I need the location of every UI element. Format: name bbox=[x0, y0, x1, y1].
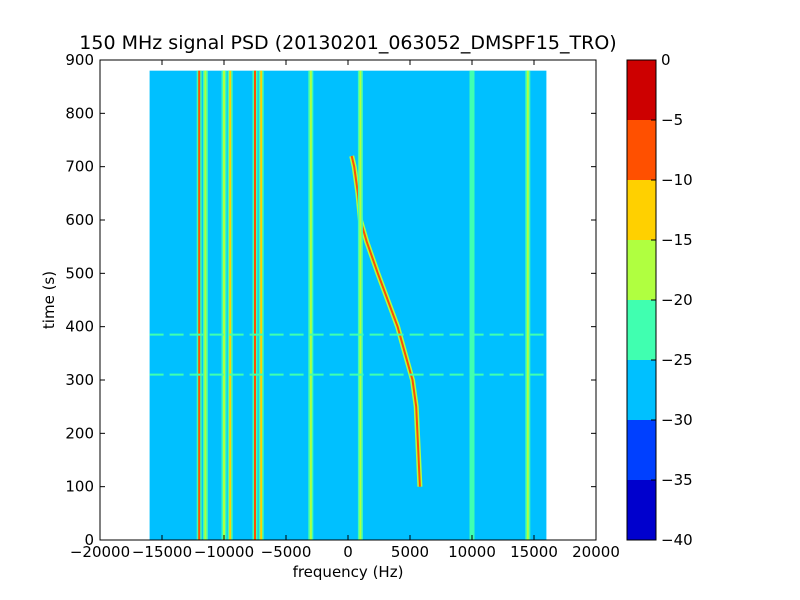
y-tick-label: 0 bbox=[84, 531, 94, 549]
colorbar-tick-label: −15 bbox=[661, 231, 693, 249]
colorbar-band bbox=[627, 240, 656, 300]
colorbar-band bbox=[627, 480, 656, 540]
x-tick-label: 20000 bbox=[572, 543, 620, 561]
x-axis-label: frequency (Hz) bbox=[293, 563, 404, 581]
x-tick-label: −15000 bbox=[132, 543, 192, 561]
x-tick-label: −20000 bbox=[70, 543, 130, 561]
colorbar-band bbox=[627, 120, 656, 180]
y-tick-label: 100 bbox=[65, 478, 94, 496]
y-tick-label: 800 bbox=[65, 104, 94, 122]
colorbar-tick-label: −10 bbox=[661, 171, 693, 189]
x-axis-ticks: −20000 −15000 −10000 −5000 0 5000 10000 15000 20… bbox=[70, 60, 620, 561]
colorbar-tick-label: −30 bbox=[661, 411, 693, 429]
colorbar-band bbox=[627, 60, 656, 120]
x-tick-label: −5000 bbox=[261, 543, 312, 561]
y-tick-label: 400 bbox=[65, 318, 94, 336]
colorbar-tick-label: 0 bbox=[661, 51, 671, 69]
chart-title: 150 MHz signal PSD (20130201_063052_DMSP… bbox=[79, 32, 616, 54]
colorbar-band bbox=[627, 360, 656, 420]
colorbar-tick-label: −20 bbox=[661, 291, 693, 309]
heatmap-background bbox=[149, 70, 547, 540]
x-tick-label: −10000 bbox=[194, 543, 254, 561]
x-tick-label: 0 bbox=[343, 543, 353, 561]
y-tick-label: 300 bbox=[65, 371, 94, 389]
y-tick-label: 600 bbox=[65, 211, 94, 229]
colorbar-tick-label: −25 bbox=[661, 351, 693, 369]
y-axis-ticks: 0 100 200 300 400 500 600 700 800 900 bbox=[65, 51, 596, 549]
y-tick-label: 200 bbox=[65, 424, 94, 442]
y-tick-label: 900 bbox=[65, 51, 94, 69]
colorbar-tick-label: −40 bbox=[661, 531, 693, 549]
colorbar-tick-label: −35 bbox=[661, 471, 693, 489]
y-tick-label: 500 bbox=[65, 264, 94, 282]
x-tick-label: 15000 bbox=[510, 543, 558, 561]
colorbar-band bbox=[627, 420, 656, 480]
colorbar-band bbox=[627, 180, 656, 240]
y-tick-label: 700 bbox=[65, 158, 94, 176]
x-tick-label: 10000 bbox=[448, 543, 496, 561]
colorbar-band bbox=[627, 300, 656, 360]
x-tick-label: 5000 bbox=[391, 543, 429, 561]
colorbar-tick-label: −5 bbox=[661, 111, 683, 129]
y-axis-label: time (s) bbox=[40, 271, 58, 329]
heatmap-layer bbox=[149, 70, 547, 540]
colorbar: 0 −5 −10 −15 −20 −25 −30 −35 −40 bbox=[626, 51, 693, 549]
